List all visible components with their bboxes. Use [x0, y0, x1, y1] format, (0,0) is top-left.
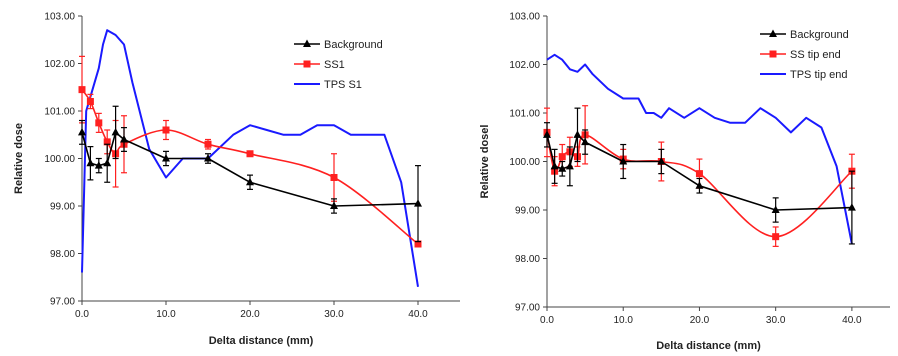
chart-2: 97.00 98.00 99.00 100.00 101.00 102.00 103.00 0… [479, 12, 890, 352]
y-tick-label: 97.00 [515, 303, 540, 314]
y-tick-label: 99.00 [515, 206, 540, 217]
legend: Background SS tip end TPS tip end [760, 29, 849, 81]
x-tick-label: 10.0 [613, 315, 633, 326]
x-axis-title: Delta distance (mm) [656, 340, 761, 352]
data-point [103, 138, 111, 146]
y-axis-title: Relative dosel [479, 125, 491, 199]
data-point [246, 177, 254, 186]
series-line [546, 53, 853, 245]
data-point [162, 154, 170, 162]
data-point [772, 233, 780, 241]
y-tick-label: 103.00 [44, 12, 75, 23]
x-tick-label: 0.0 [75, 309, 89, 320]
y-tick-label: 97.00 [50, 297, 75, 308]
x-axis-title: Delta distance (mm) [209, 335, 314, 347]
y-tick-label: 102.00 [44, 59, 75, 70]
series-line [81, 29, 419, 287]
y-tick-label: 98.00 [50, 249, 75, 260]
data-point [657, 157, 666, 165]
data-point [573, 130, 582, 138]
data-point [565, 161, 574, 170]
series-1 [543, 107, 856, 245]
data-point [695, 170, 703, 178]
series-line [81, 89, 419, 245]
data-point [111, 127, 120, 136]
data-point [847, 203, 856, 211]
y-tick-label: 103.00 [509, 12, 540, 23]
data-point [246, 150, 254, 158]
data-point [581, 137, 590, 146]
data-point [78, 86, 86, 94]
x-tick-label: 20.0 [690, 315, 710, 326]
data-point [550, 161, 559, 170]
data-point [619, 157, 628, 165]
series-2 [78, 55, 422, 248]
chart-1: 97.00 98.00 99.00 100.00 101.00 102.00 103.00 0… [13, 12, 460, 347]
data-point [86, 98, 94, 105]
y-tick-label: 100.00 [509, 157, 540, 168]
legend-label: SS tip end [790, 49, 841, 61]
data-point [558, 164, 567, 172]
data-point [558, 153, 566, 161]
legend-marker [303, 60, 311, 68]
x-tick-label: 30.0 [766, 315, 786, 326]
y-tick-label: 100.00 [44, 154, 75, 165]
series-1 [78, 105, 422, 243]
legend-marker [303, 39, 311, 47]
data-point [771, 205, 780, 213]
series-3 [546, 53, 853, 245]
legend-marker [769, 50, 777, 58]
series-2 [543, 105, 856, 247]
data-point [330, 174, 338, 181]
data-point [204, 154, 212, 162]
data-point [204, 140, 212, 148]
x-tick-label: 20.0 [240, 309, 260, 320]
data-point [103, 158, 112, 167]
data-point [94, 161, 103, 169]
data-point [162, 126, 170, 134]
x-tick-label: 0.0 [540, 315, 554, 326]
data-point [78, 127, 86, 136]
data-point [330, 201, 338, 209]
legend-label: Background [324, 39, 383, 51]
y-tick-label: 98.00 [515, 254, 540, 265]
data-point [86, 158, 95, 167]
legend-label: TPS S1 [324, 79, 362, 91]
legend-label: Background [790, 29, 849, 41]
y-tick-label: 101.00 [509, 109, 540, 120]
y-tick-label: 102.00 [509, 60, 540, 71]
legend: Background SS1 TPS S1 [294, 39, 383, 91]
data-point [95, 119, 103, 127]
data-point [543, 130, 551, 138]
data-point [120, 135, 128, 143]
series-line [81, 131, 419, 207]
series-3 [81, 29, 419, 287]
data-point [414, 199, 422, 207]
y-axis-title: Relative dose [13, 123, 25, 194]
legend-label: SS1 [324, 59, 345, 71]
data-point [695, 181, 704, 189]
legend-label: TPS tip end [790, 69, 847, 81]
data-point [414, 240, 422, 248]
y-tick-label: 101.00 [44, 107, 75, 118]
x-tick-label: 10.0 [156, 309, 176, 320]
legend-marker [769, 29, 777, 37]
x-tick-label: 30.0 [324, 309, 344, 320]
x-tick-label: 40.0 [842, 315, 862, 326]
y-tick-label: 99.00 [50, 202, 75, 213]
x-tick-label: 40.0 [408, 309, 428, 320]
